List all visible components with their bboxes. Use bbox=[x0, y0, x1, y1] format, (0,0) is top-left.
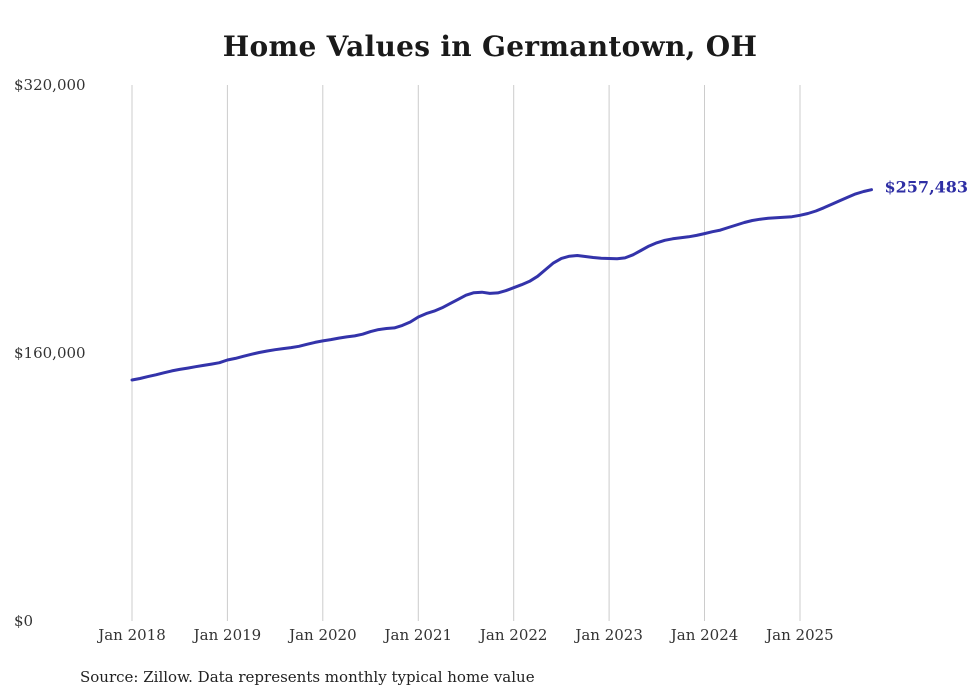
last-value-label: $257,483 bbox=[884, 177, 969, 197]
y-axis-tick-160000: $160,000 bbox=[14, 344, 86, 362]
x-axis-tick: Jan 2023 bbox=[575, 626, 643, 644]
x-axis-tick: Jan 2025 bbox=[766, 626, 834, 644]
x-axis-tick: Jan 2022 bbox=[479, 626, 548, 644]
chart-title: Home Values in Germantown, OH bbox=[222, 30, 758, 63]
x-axis-tick: Jan 2018 bbox=[98, 626, 166, 644]
x-axis-tick: Jan 2020 bbox=[289, 626, 357, 644]
home-value-line bbox=[130, 188, 873, 382]
x-axis-tick: Jan 2024 bbox=[670, 626, 739, 644]
x-axis-tick: Jan 2021 bbox=[384, 626, 453, 644]
source-note: Source: Zillow. Data represents monthly … bbox=[80, 668, 535, 686]
x-axis-tick: Jan 2019 bbox=[193, 626, 262, 644]
y-axis-tick-0: $0 bbox=[14, 612, 34, 630]
y-axis-tick-320000: $320,000 bbox=[14, 76, 86, 94]
